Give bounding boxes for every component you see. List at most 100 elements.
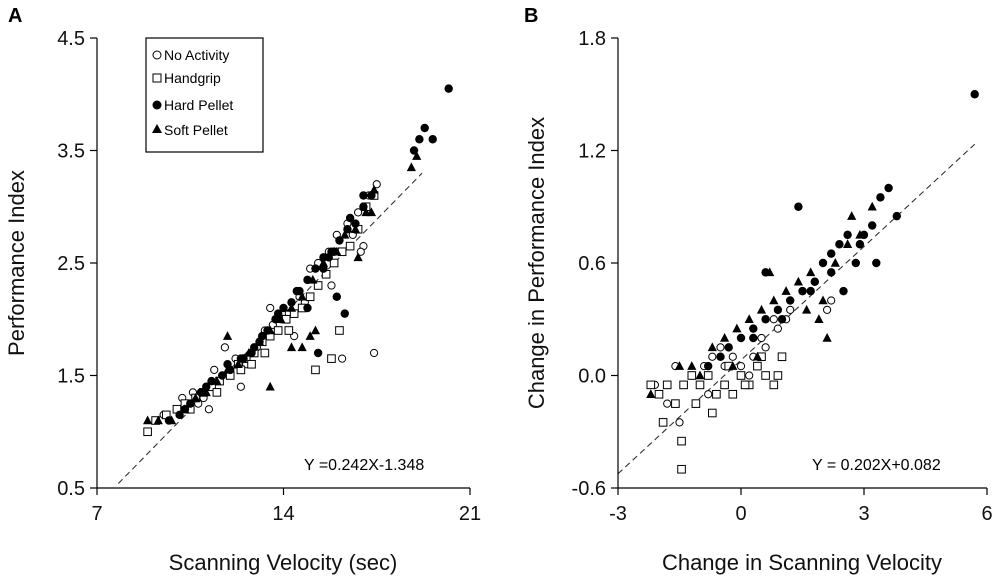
- panel-b-point-soft-pellet: [765, 267, 775, 277]
- panel-a-point-handgrip: [329, 258, 339, 268]
- panel-a-point-soft-pellet: [406, 162, 416, 172]
- panel-b-point-handgrip: [712, 389, 721, 399]
- panel-b-point-hard-pellet: [761, 315, 770, 324]
- panel-b-point-soft-pellet: [728, 361, 738, 370]
- panel-a-point-handgrip: [247, 359, 256, 369]
- panel-b-point-no-activity: [704, 390, 713, 399]
- panel-b-point-soft-pellet: [822, 333, 832, 342]
- panel-a-point-soft-pellet: [222, 364, 233, 374]
- panel-b-point-handgrip: [761, 371, 770, 380]
- panel-a-point-handgrip: [313, 281, 323, 290]
- legend-marker-soft-pellet: [152, 124, 162, 133]
- legend-label-handgrip: Handgrip: [164, 70, 221, 86]
- panel-a-point-soft-pellet: [265, 381, 275, 391]
- panel-a-point-handgrip: [273, 326, 283, 335]
- panel-a-point-soft-pellet: [286, 303, 297, 312]
- panel-b-point-soft-pellet: [802, 304, 812, 314]
- panel-a-point-hard-pellet: [223, 360, 232, 369]
- panel-b-point-hard-pellet: [843, 230, 852, 240]
- panel-b-point-handgrip: [671, 399, 680, 408]
- panel-b-point-soft-pellet: [818, 295, 828, 305]
- panel-b-y-tick-label: 0.6: [578, 253, 606, 275]
- panel-b-y-tick-label: 0.0: [578, 366, 606, 388]
- panel-b-point-soft-pellet: [855, 229, 865, 239]
- panel-a-point-hard-pellet: [287, 298, 296, 307]
- panel-a-point-no-activity: [356, 247, 365, 256]
- panel-a-x-tick-label: 14: [272, 503, 294, 525]
- legend-marker-hard-pellet: [152, 100, 162, 110]
- panel-b-point-hard-pellet: [970, 90, 979, 99]
- panel-b-x-tick-label: -3: [609, 503, 627, 525]
- panel-a-point-no-activity: [236, 382, 245, 391]
- panel-a-x-tick-label: 7: [91, 503, 102, 525]
- panel-b-point-hard-pellet: [749, 324, 758, 333]
- panel-a-point-soft-pellet: [305, 331, 315, 340]
- panel-a-y-tick-label: 3.5: [57, 141, 85, 163]
- panel-b-point-hard-pellet: [876, 193, 885, 202]
- panel-b-point-no-activity: [773, 324, 783, 333]
- panel-a-point-no-activity: [354, 208, 363, 217]
- panel-b-point-hard-pellet: [835, 240, 844, 249]
- panel-b-point-soft-pellet: [707, 342, 717, 352]
- panel-a-y-tick-label: 4.5: [57, 28, 85, 50]
- panel-b-point-handgrip: [646, 380, 656, 390]
- panel-b-point-hard-pellet: [777, 315, 787, 324]
- panel-b-y-tick-label: 1.2: [578, 141, 606, 163]
- panel-b-point-no-activity: [761, 343, 770, 352]
- panel-a-x-tick-label: 21: [459, 503, 481, 525]
- panel-b-label: B: [524, 5, 538, 27]
- panel-b-point-no-activity: [736, 362, 746, 371]
- panel-a-point-soft-pellet: [201, 387, 211, 397]
- panel-b-point-soft-pellet: [732, 323, 742, 333]
- panel-b-point-hard-pellet: [806, 286, 815, 296]
- panel-a-point-no-activity: [266, 303, 275, 313]
- panel-b-point-handgrip: [753, 361, 762, 371]
- panel-a-point-soft-pellet: [222, 331, 233, 340]
- panel-a-label: A: [8, 5, 22, 27]
- panel-b-point-soft-pellet: [744, 314, 754, 324]
- panel-b-point-handgrip: [769, 380, 779, 390]
- panel-a-point-handgrip: [260, 348, 270, 358]
- panel-a-point-handgrip: [305, 292, 315, 302]
- panel-b-point-handgrip: [695, 380, 705, 390]
- panel-b-point-soft-pellet: [687, 361, 697, 370]
- panel-b-point-no-activity: [716, 343, 725, 352]
- panel-b-point-soft-pellet: [806, 267, 816, 277]
- panel-b-point-soft-pellet: [830, 258, 840, 267]
- panel-b-point-handgrip: [691, 399, 701, 408]
- panel-b-point-handgrip: [773, 371, 783, 380]
- panel-a-point-hard-pellet: [359, 191, 368, 200]
- panel-a-point-hard-pellet: [311, 264, 320, 273]
- panel-b-point-hard-pellet: [773, 305, 783, 315]
- panel-b-point-handgrip: [677, 436, 686, 446]
- panel-b-x-tick-label: 0: [735, 503, 746, 525]
- panel-b-point-handgrip: [703, 371, 713, 380]
- panel-a-point-soft-pellet: [297, 342, 307, 352]
- panel-b-point-hard-pellet: [827, 268, 836, 277]
- panel-a-point-hard-pellet: [444, 84, 453, 93]
- legend-marker-handgrip: [152, 73, 162, 83]
- panel-a-point-soft-pellet: [286, 342, 297, 352]
- panel-b-point-handgrip: [728, 389, 738, 399]
- panel-a-point-soft-pellet: [265, 325, 275, 335]
- panel-a-point-hard-pellet: [292, 286, 302, 296]
- panel-a-point-soft-pellet: [369, 184, 379, 194]
- panel-a-point-soft-pellet: [353, 252, 363, 262]
- panel-b-point-hard-pellet: [794, 202, 803, 211]
- panel-b-equation: Y = 0.202X+0.082: [812, 457, 941, 474]
- panel-a-y-tick-label: 1.5: [57, 366, 85, 388]
- panel-b-point-hard-pellet: [839, 286, 848, 296]
- panel-a-point-soft-pellet: [297, 291, 307, 301]
- panel-b-point-hard-pellet: [827, 249, 836, 258]
- panel-b-point-soft-pellet: [814, 314, 824, 324]
- panel-a-point-handgrip: [345, 241, 355, 251]
- panel-b-point-soft-pellet: [769, 295, 779, 305]
- panel-a-point-no-activity: [369, 348, 379, 358]
- panel-a-point-no-activity: [210, 365, 219, 374]
- panel-b-point-hard-pellet: [818, 258, 828, 268]
- panel-a-point-soft-pellet: [153, 415, 163, 425]
- panel-a-x-title: Scanning Velocity (sec): [169, 550, 398, 575]
- panel-b-point-no-activity: [827, 296, 836, 305]
- panel-b-point-soft-pellet: [720, 333, 730, 342]
- panel-b-point-soft-pellet: [695, 370, 705, 380]
